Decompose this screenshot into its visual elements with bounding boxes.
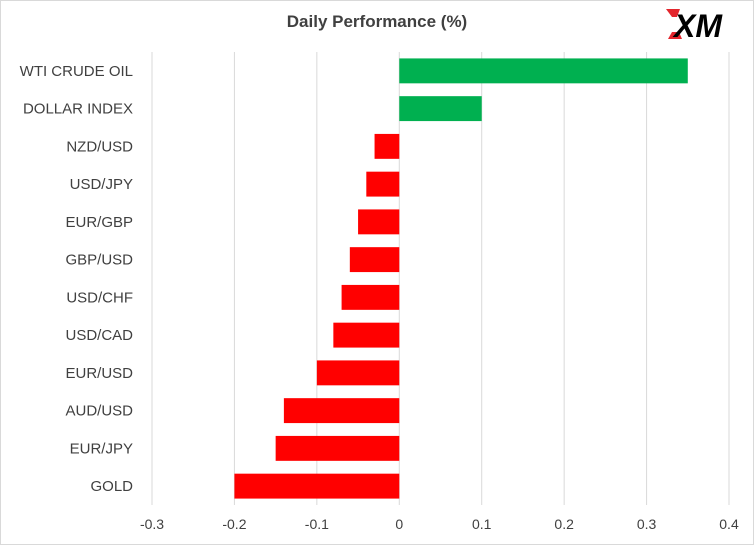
x-tick-label: 0.2 [554, 516, 574, 532]
chart-title: Daily Performance (%) [286, 12, 468, 31]
category-label: DOLLAR INDEX [23, 101, 133, 118]
bar [283, 398, 400, 424]
bar [349, 247, 400, 273]
x-tick-label: 0.1 [472, 516, 492, 532]
category-label: WTI CRUDE OIL [20, 63, 133, 80]
x-tick-label: -0.2 [222, 516, 246, 532]
bar [333, 322, 400, 348]
bar [399, 58, 688, 84]
bar [358, 209, 400, 235]
bar [366, 171, 400, 197]
x-tick-label: 0.4 [719, 516, 739, 532]
xm-logo: XM [666, 8, 723, 42]
category-labels: WTI CRUDE OIL DOLLAR INDEX NZD/USD USD/JPY E… [20, 63, 134, 495]
category-label: EUR/JPY [70, 440, 133, 457]
gridlines [151, 52, 730, 505]
category-label: GOLD [90, 478, 133, 495]
category-label: USD/CHF [66, 289, 133, 306]
x-tick-labels: -0.3 -0.2 -0.1 0 0.1 0.2 0.3 0.4 [140, 516, 739, 532]
category-label: USD/CAD [65, 327, 133, 344]
x-tick-label: 0.3 [637, 516, 657, 532]
category-label: AUD/USD [65, 403, 133, 420]
x-tick-label: -0.3 [140, 516, 164, 532]
bar [275, 435, 400, 461]
svg-text:XM: XM [672, 8, 723, 42]
category-label: EUR/USD [65, 365, 133, 382]
x-tick-label: 0 [395, 516, 403, 532]
x-tick-label: -0.1 [305, 516, 329, 532]
bar [234, 473, 400, 499]
bar [399, 96, 482, 122]
category-label: GBP/USD [65, 252, 133, 269]
bar [316, 360, 400, 386]
category-label: EUR/GBP [65, 214, 133, 231]
category-label: USD/JPY [70, 176, 133, 193]
category-label: NZD/USD [66, 138, 133, 155]
bars [234, 58, 688, 499]
bar [374, 133, 400, 159]
bar [341, 284, 400, 310]
